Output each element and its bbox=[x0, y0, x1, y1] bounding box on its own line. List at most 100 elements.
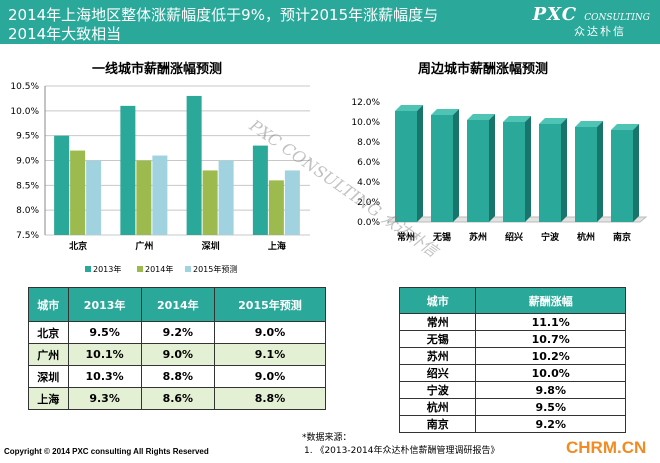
table-cell: 无锡 bbox=[398, 330, 477, 348]
legend-swatch bbox=[137, 266, 143, 272]
table-cell: 宁波 bbox=[398, 381, 477, 399]
x-tick-label: 北京 bbox=[69, 240, 87, 252]
table-cell: 杭州 bbox=[398, 398, 477, 416]
y-tick-label: 9.5% bbox=[16, 132, 39, 142]
table-row: 宁波 9.8% bbox=[398, 381, 626, 399]
source-item: 1. 《2013-2014年众达朴信薪酬管理调研报告》 bbox=[304, 446, 500, 456]
table-row: 南京 9.2% bbox=[398, 415, 626, 433]
y-tick-label: 9.0% bbox=[16, 157, 39, 167]
x-tick-label: 上海 bbox=[268, 240, 286, 252]
table-cell: 8.8% bbox=[213, 387, 327, 410]
table-cell: 9.5% bbox=[475, 398, 626, 416]
nearby-city-bar-chart: 0.0% 2.0% 4.0% 6.0% 8.0% 10.0% 12.0% 常州 无锡 苏州 绍兴 宁波… bbox=[351, 98, 648, 243]
logo-sub-text: CONSULTING bbox=[584, 13, 650, 23]
bar-side bbox=[453, 109, 459, 222]
table-cell: 9.0% bbox=[140, 343, 215, 366]
data-source: *数据来源： 1. 《2013-2014年众达朴信薪酬管理调研报告》 bbox=[302, 432, 500, 458]
table-row: 无锡 10.7% bbox=[398, 330, 626, 348]
table-cell: 9.0% bbox=[213, 365, 327, 388]
bar-top bbox=[431, 109, 459, 115]
table-cell: 9.0% bbox=[213, 321, 327, 344]
y-tick-label: 10.5% bbox=[10, 82, 39, 92]
logo-chinese-text: 众达朴信 bbox=[574, 25, 626, 38]
y-tick-label: 0.0% bbox=[357, 218, 380, 228]
table-cell: 10.3% bbox=[67, 365, 142, 388]
source-label: *数据来源： bbox=[302, 433, 352, 443]
bar bbox=[539, 124, 561, 222]
table-cell: 绍兴 bbox=[398, 364, 477, 382]
tier1-city-table: 城市 2013年 2014年 2015年预测 北京 9.5% 9.2% 9.0% 广州 10.1… bbox=[28, 287, 327, 410]
table-cell: 9.2% bbox=[475, 415, 626, 433]
table-cell: 苏州 bbox=[398, 347, 477, 365]
bar bbox=[575, 127, 597, 222]
bar bbox=[54, 135, 70, 235]
table-row: 上海 9.3% 8.6% 8.8% bbox=[28, 387, 327, 410]
bar-side bbox=[597, 121, 603, 222]
bar bbox=[120, 105, 136, 235]
table-cell: 10.1% bbox=[67, 343, 142, 366]
table-row: 深圳 10.3% 8.8% 9.0% bbox=[28, 365, 327, 388]
table-row: 广州 10.1% 9.0% 9.1% bbox=[28, 343, 327, 366]
table-cell: 9.5% bbox=[67, 321, 142, 344]
column-header: 薪酬涨幅 bbox=[475, 287, 626, 314]
bar bbox=[503, 122, 525, 222]
bar-side bbox=[561, 118, 567, 222]
table-header-row: 城市 2013年 2014年 2015年预测 bbox=[28, 287, 327, 322]
table-cell: 10.7% bbox=[475, 330, 626, 348]
bar-top bbox=[539, 118, 567, 124]
bar-top bbox=[503, 116, 531, 122]
bar bbox=[202, 170, 218, 235]
x-tick-label: 绍兴 bbox=[505, 231, 523, 243]
table-row: 苏州 10.2% bbox=[398, 347, 626, 365]
table-row: 常州 11.1% bbox=[398, 313, 626, 331]
bar bbox=[268, 180, 284, 235]
table-cell: 11.1% bbox=[475, 313, 626, 331]
table-cell: 北京 bbox=[28, 321, 69, 344]
table-cell: 9.8% bbox=[475, 381, 626, 399]
column-header: 城市 bbox=[28, 287, 69, 322]
x-tick-label: 深圳 bbox=[202, 240, 220, 252]
y-tick-label: 8.0% bbox=[357, 138, 380, 148]
bar-top bbox=[467, 114, 495, 120]
table-row: 北京 9.5% 9.2% 9.0% bbox=[28, 321, 327, 344]
page-title-line2: 2014年大致相当 bbox=[8, 25, 122, 43]
legend-label: 2014年 bbox=[145, 264, 173, 274]
bar bbox=[70, 150, 86, 235]
page-title-line1: 2014年上海地区整体涨薪幅度低于9%，预计2015年涨薪幅度与 bbox=[8, 6, 439, 24]
table-cell: 广州 bbox=[28, 343, 69, 366]
y-tick-label: 10.0% bbox=[351, 118, 380, 128]
site-logo-text: CHRM.CN bbox=[566, 438, 647, 457]
x-tick-label: 宁波 bbox=[541, 231, 560, 243]
bar bbox=[218, 160, 234, 235]
column-header: 2014年 bbox=[140, 287, 215, 322]
y-tick-label: 10.0% bbox=[10, 107, 39, 117]
bar bbox=[86, 160, 102, 235]
table-row: 杭州 9.5% bbox=[398, 398, 626, 416]
table-cell: 10.0% bbox=[475, 364, 626, 382]
x-tick-label: 广州 bbox=[135, 240, 153, 252]
y-tick-label: 2.0% bbox=[357, 198, 380, 208]
nearby-city-table: 城市 薪酬涨幅 常州 11.1% 无锡 10.7% 苏州 10.2% 绍兴 10.0% 宁波 9.8… bbox=[398, 287, 626, 433]
bar bbox=[611, 130, 633, 222]
logo-main-text: PXC bbox=[532, 4, 578, 25]
bar bbox=[186, 95, 202, 235]
table-header-row: 城市 薪酬涨幅 bbox=[398, 287, 626, 314]
bar-top bbox=[395, 105, 423, 111]
bar bbox=[467, 120, 489, 222]
table-cell: 深圳 bbox=[28, 365, 69, 388]
table-cell: 9.2% bbox=[140, 321, 215, 344]
left-chart-title: 一线城市薪酬涨幅预测 bbox=[92, 62, 223, 77]
bar-side bbox=[633, 124, 639, 222]
bar-side bbox=[489, 114, 495, 222]
legend-swatch bbox=[185, 266, 191, 272]
table-cell: 上海 bbox=[28, 387, 69, 410]
table-cell: 8.8% bbox=[140, 365, 215, 388]
bar-side bbox=[417, 105, 423, 222]
bar-side bbox=[525, 116, 531, 222]
table-cell: 常州 bbox=[398, 313, 477, 331]
header-banner: 2014年上海地区整体涨薪幅度低于9%，预计2015年涨薪幅度与 2014年大致… bbox=[0, 0, 660, 44]
bar bbox=[395, 111, 417, 222]
pxc-logo: PXC CONSULTING 众达朴信 bbox=[500, 4, 650, 40]
x-tick-label: 杭州 bbox=[577, 231, 595, 243]
table-cell: 9.3% bbox=[67, 387, 142, 410]
